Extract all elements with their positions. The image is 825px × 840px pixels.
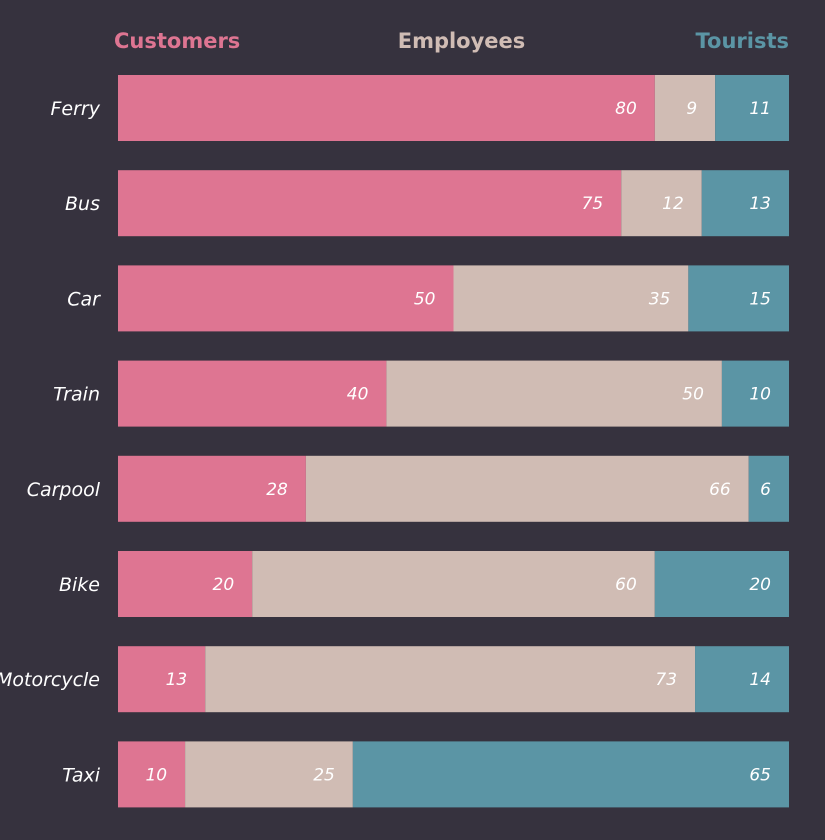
bar-segment-bike-customers <box>118 551 253 617</box>
bar-segment-ferry-customers <box>118 75 655 141</box>
category-label-bike: Bike <box>59 574 100 596</box>
value-label-motorcycle-tourists: 14 <box>749 670 771 690</box>
legend-employees: Employees <box>398 29 526 53</box>
value-label-motorcycle-employees: 73 <box>655 670 677 690</box>
bar-segment-taxi-employees <box>185 741 353 808</box>
bar-segment-car-employees <box>453 265 689 332</box>
value-label-ferry-employees: 9 <box>686 99 697 119</box>
bar-segment-bus-tourists <box>701 170 789 237</box>
legend-tourists: Tourists <box>695 29 789 53</box>
bar-segment-taxi-tourists <box>352 741 789 808</box>
category-label-ferry: Ferry <box>51 98 101 120</box>
bar-segment-bus-employees <box>621 170 702 237</box>
value-label-bus-employees: 12 <box>662 194 684 214</box>
category-label-motorcycle: Motorcycle <box>0 669 100 691</box>
legend-customers: Customers <box>114 29 240 53</box>
chart-legend: Customers Employees Tourists <box>114 29 789 53</box>
value-label-carpool-tourists: 6 <box>760 480 771 500</box>
category-label-carpool: Carpool <box>27 479 101 501</box>
bar-segment-carpool-employees <box>305 455 749 522</box>
value-label-carpool-customers: 28 <box>266 480 288 500</box>
value-label-ferry-tourists: 11 <box>749 99 771 119</box>
value-label-taxi-employees: 25 <box>313 765 335 785</box>
bar-segment-ferry-employees <box>654 75 716 141</box>
value-label-car-customers: 50 <box>414 289 436 309</box>
bar-segment-car-tourists <box>688 265 789 332</box>
bar-segment-ferry-tourists <box>715 75 789 141</box>
bar-segment-train-tourists <box>721 360 789 427</box>
bar-segment-bus-customers <box>118 170 622 237</box>
value-label-motorcycle-customers: 13 <box>166 670 188 690</box>
value-label-train-customers: 40 <box>347 385 369 405</box>
category-label-taxi: Taxi <box>62 764 100 786</box>
value-label-train-employees: 50 <box>682 385 704 405</box>
value-label-carpool-employees: 66 <box>709 480 731 500</box>
category-label-car: Car <box>67 288 101 310</box>
value-label-bike-tourists: 20 <box>749 575 771 595</box>
value-label-bus-tourists: 13 <box>749 194 771 214</box>
bar-segment-carpool-customers <box>118 455 306 522</box>
chart-bars <box>118 75 789 808</box>
category-label-train: Train <box>53 384 100 406</box>
bar-segment-bike-tourists <box>654 551 789 617</box>
bar-segment-train-employees <box>386 360 722 427</box>
category-labels: Ferry Bus Car Train Carpool Bike Motorcycle Tax… <box>0 98 101 786</box>
value-label-ferry-customers: 80 <box>615 99 637 119</box>
value-label-bike-employees: 60 <box>615 575 637 595</box>
bar-segment-car-customers <box>118 265 454 332</box>
bar-segment-taxi-customers <box>118 741 186 808</box>
bar-segment-motorcycle-employees <box>205 646 696 713</box>
value-label-taxi-customers: 10 <box>145 765 167 785</box>
value-label-taxi-tourists: 65 <box>749 765 771 785</box>
bar-segment-bike-employees <box>252 551 655 617</box>
bar-segment-carpool-tourists <box>748 455 789 522</box>
bar-segment-motorcycle-tourists <box>695 646 789 713</box>
value-label-car-tourists: 15 <box>749 289 771 309</box>
category-label-bus: Bus <box>65 193 100 215</box>
value-label-car-employees: 35 <box>649 289 671 309</box>
value-label-bus-customers: 75 <box>582 194 604 214</box>
bar-segment-train-customers <box>118 360 387 427</box>
bar-segment-motorcycle-customers <box>118 646 206 713</box>
value-label-bike-customers: 20 <box>213 575 235 595</box>
value-label-train-tourists: 10 <box>749 385 771 405</box>
